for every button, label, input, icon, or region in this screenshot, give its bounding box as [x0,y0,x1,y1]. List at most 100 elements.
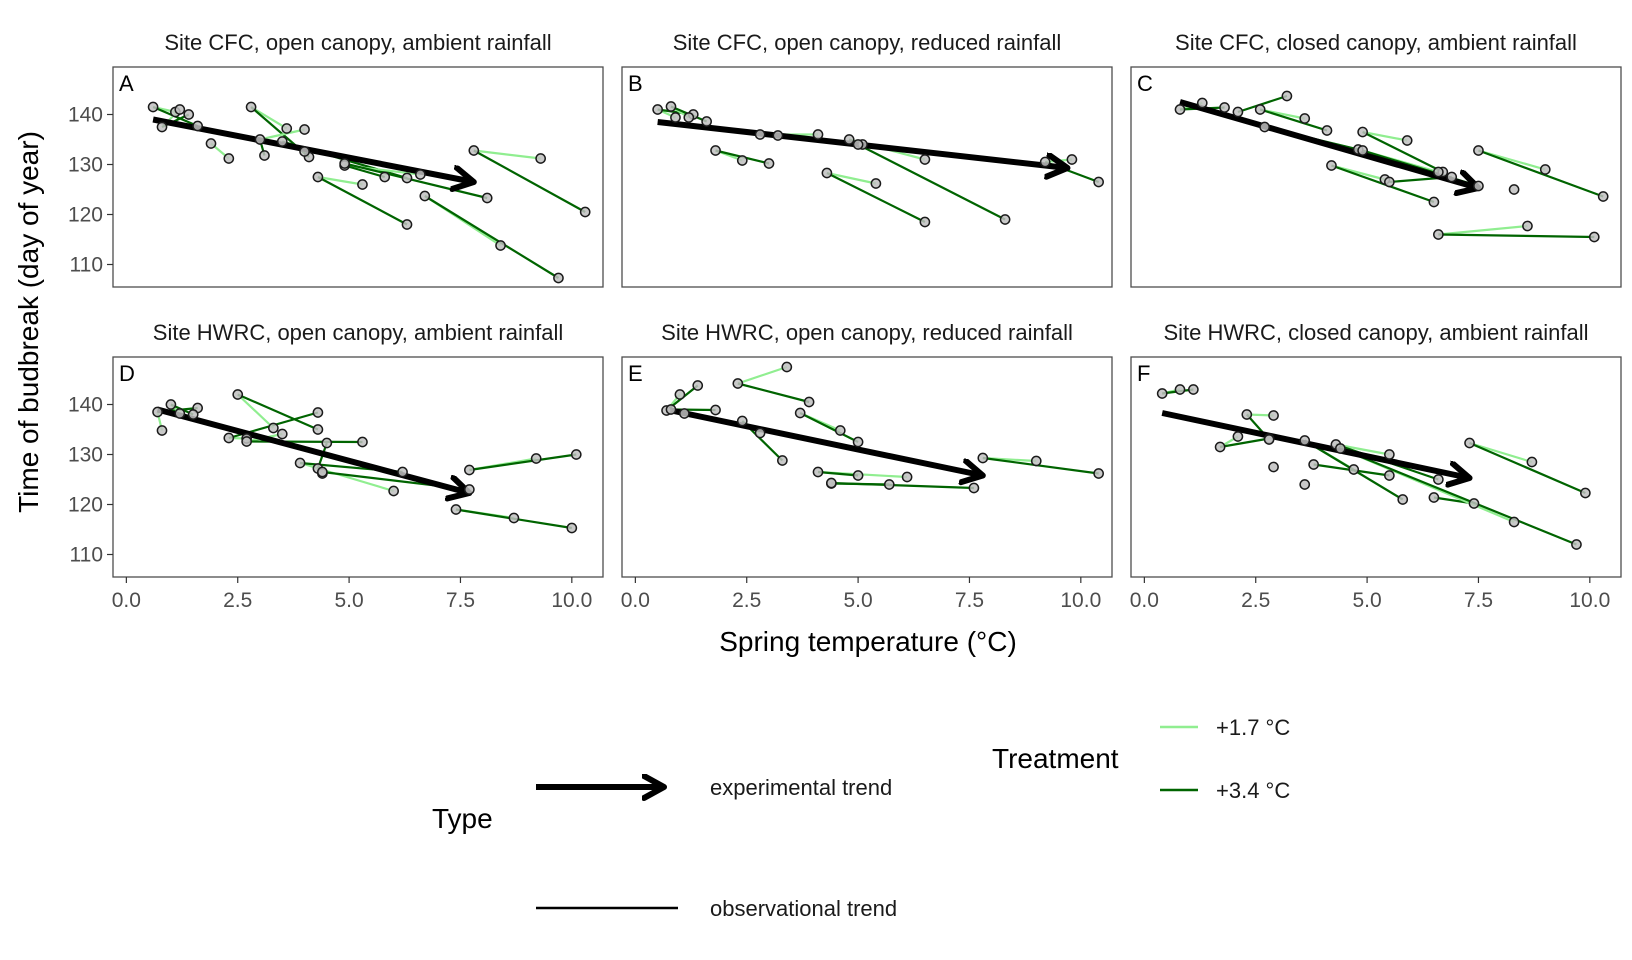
point-ambient [665,101,677,112]
point-t17 [530,453,542,464]
point-ambient [232,389,244,400]
point-ambient [165,399,177,410]
treatment-line-t17 [826,171,877,185]
panel-letter: B [628,71,643,96]
point-ambient [241,436,252,447]
point-ambient [294,457,306,469]
panel-title: Site CFC, closed canopy, ambient rainfal… [1175,30,1577,55]
x-tick-label: 5.0 [1352,589,1381,612]
legend-t34-label: +3.4 °C [1216,778,1290,803]
point-ambient [1174,104,1186,115]
point-t17 [1268,461,1279,473]
point-t17 [1299,479,1311,490]
treatment-line-t17 [1438,224,1528,236]
treatment-line-t34 [1478,149,1604,198]
point-t34 [1384,470,1395,481]
point-ambient [1464,437,1475,449]
treatment-line-t34 [799,412,859,443]
treatment-line-t17 [259,128,305,141]
point-t17 [299,146,310,157]
legend-treatment: Treatment +1.7 °C +3.4 °C [992,715,1290,803]
point-t34 [852,470,864,481]
point-ambient [1241,409,1253,420]
x-tick-label: 5.0 [334,589,363,612]
x-tick-label: 0.0 [1130,589,1159,612]
point-t17 [1401,135,1413,146]
point-t17 [1196,97,1208,109]
panel-f: Site HWRC, closed canopy, ambient rainfa… [1130,320,1622,612]
point-t17 [1268,410,1279,421]
point-t17 [1232,431,1244,442]
point-ambient [312,171,324,183]
point-ambient [843,134,855,145]
point-t17 [268,422,279,434]
panel-title: Site CFC, open canopy, reduced rainfall [673,30,1061,55]
point-t34 [312,407,324,418]
x-tick-label: 7.5 [446,589,475,612]
point-ambient [652,104,663,115]
point-t17 [1174,384,1186,395]
point-ambient [147,101,159,113]
point-ambient [1428,492,1440,503]
point-t17 [1348,464,1360,475]
panel-border [112,66,604,288]
point-ambient [732,378,744,389]
point-ambient [977,452,989,464]
x-tick-label: 2.5 [732,589,761,612]
point-t34 [1580,487,1591,499]
point-t17 [1522,220,1533,232]
point-t17 [388,485,399,497]
point-t17 [1066,154,1078,165]
point-t34 [259,150,270,161]
point-ambient [254,134,266,145]
experimental-trend-arrow [1179,99,1478,188]
x-tick-label: 2.5 [1241,589,1270,612]
point-t17 [812,129,824,140]
treatment-line-t34 [817,470,859,477]
point-t17 [754,427,766,439]
y-axis-title: Time of budbreak (day of year) [13,131,44,513]
treatment-line-t34 [737,382,810,404]
point-ambient [1326,160,1337,171]
point-t34 [1219,102,1230,113]
point-t34 [1263,434,1275,445]
panel-letter: F [1137,361,1150,386]
point-t17 [415,169,426,180]
treatment-line-t34 [1259,108,1328,132]
treatment-line-t34 [982,456,1099,475]
panel-e: Site HWRC, open canopy, reduced rainfall… [621,320,1113,612]
x-tick-label: 7.5 [955,589,984,612]
treatment-line-t17 [737,365,788,385]
point-ambient [1232,106,1244,118]
point-ambient [419,190,431,202]
point-t17 [683,112,695,123]
point-t34 [883,479,895,490]
point-ambient [468,145,480,156]
point-ambient [754,129,766,140]
point-t34 [1093,176,1104,188]
point-ambient [1039,156,1051,168]
treatment-line-t34 [344,164,386,179]
point-ambient [1433,229,1444,240]
point-t34 [1571,539,1582,550]
treatment-line-t17 [1469,441,1533,464]
point-t17 [174,104,186,115]
point-t34 [999,214,1011,225]
point-ambient [205,138,217,149]
point-t34 [1473,180,1484,192]
experimental-trend-arrow [1161,410,1469,478]
point-t34 [710,404,721,416]
point-t34 [1508,184,1520,195]
x-tick-label: 10.0 [1060,589,1101,612]
point-t17 [357,179,368,190]
point-t17 [174,408,186,419]
point-t34 [187,409,199,420]
point-ambient [710,145,721,156]
panel-letter: C [1137,71,1153,96]
legend-t17-label: +1.7 °C [1216,715,1290,740]
panel-letter: D [119,361,135,386]
panel-border [1130,356,1622,578]
point-t34 [919,216,931,228]
point-ambient [1299,435,1311,446]
